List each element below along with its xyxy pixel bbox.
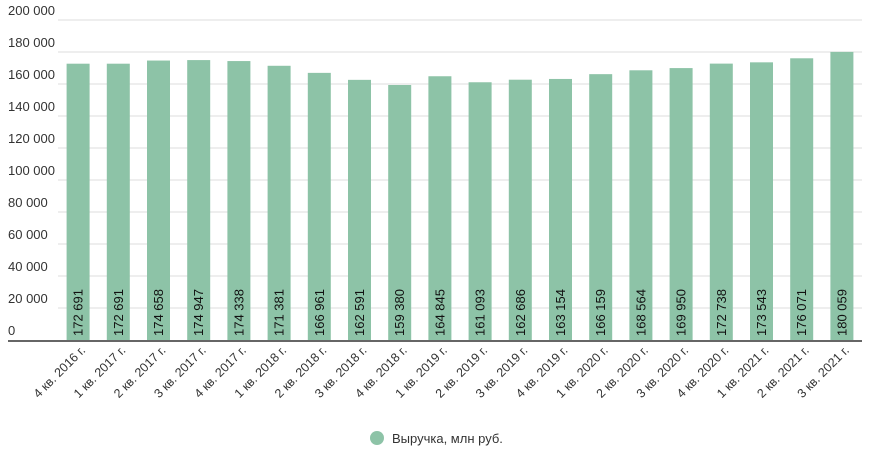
bar [267,65,291,340]
bars: 172 691 172 691 174 658 174 947 174 338 171 3… [66,51,854,341]
bar-value-label: 161 093 [473,289,488,336]
bar [549,78,572,340]
y-tick-label: 100 000 [8,163,55,178]
y-tick-label: 120 000 [8,131,55,146]
bar [307,72,331,340]
bar-value-label: 173 543 [754,289,769,336]
grid-lines [58,19,862,309]
bar-value-label: 169 950 [674,289,689,336]
bar-value-label: 172 691 [71,289,86,336]
bar-value-label: 172 738 [714,289,729,336]
bar [106,63,130,341]
bar [66,63,90,341]
bar-value-label: 166 961 [312,289,327,336]
y-tick-label: 180 000 [8,35,55,50]
bar [348,79,371,340]
bar [750,62,773,340]
bar [147,60,170,340]
y-tick-label: 0 [8,323,15,338]
bar [790,58,814,340]
bar-value-label: 174 947 [191,289,206,336]
bar [468,82,492,341]
y-tick-label: 80 000 [8,195,48,210]
bar [589,74,613,340]
y-tick-label: 40 000 [8,259,48,274]
y-tick-label: 160 000 [8,67,55,82]
bar [388,84,412,340]
y-tick-label: 20 000 [8,291,48,306]
bar-value-label: 174 658 [151,289,166,336]
y-tick-label: 140 000 [8,99,55,114]
y-tick-label: 200 000 [8,3,55,18]
bar-value-label: 174 338 [231,289,246,336]
bar [669,68,693,340]
legend-swatch [370,431,384,445]
bar-value-label: 159 380 [392,289,407,336]
bar-value-label: 163 154 [553,289,568,336]
bar-value-label: 180 059 [834,289,849,336]
bar [508,79,532,341]
bar-value-label: 171 381 [272,289,287,336]
bar-value-label: 172 691 [111,289,126,336]
bar [187,60,211,340]
bar [709,63,733,340]
bar-value-label: 162 686 [513,289,528,336]
bar [227,61,251,340]
x-axis-categories: 4 кв. 2016 г.1 кв. 2017 г.2 кв. 2017 г.3… [31,343,852,400]
y-tick-label: 60 000 [8,227,48,242]
bar-value-label: 166 159 [593,289,608,336]
bar-value-label: 162 591 [352,289,367,336]
legend: Выручка, млн руб. [370,431,503,446]
bar-value-label: 168 564 [633,289,648,336]
bar [830,51,854,340]
legend-label: Выручка, млн руб. [392,431,503,446]
bar [428,76,452,341]
y-axis-ticks: 0 20 000 40 000 60 000 80 000 100 000 120 000 1… [8,3,55,338]
bar-value-label: 164 845 [432,289,447,336]
bar-value-label: 176 071 [794,289,809,336]
bar [629,70,653,340]
